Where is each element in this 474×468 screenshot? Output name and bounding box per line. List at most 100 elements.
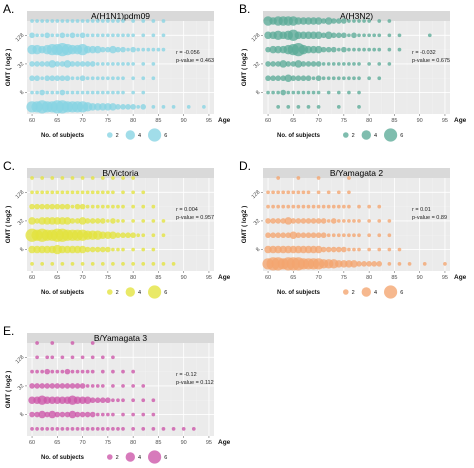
data-point [50, 369, 55, 374]
data-point [314, 31, 323, 40]
data-point [347, 90, 351, 95]
data-point [106, 204, 110, 209]
data-point [336, 219, 341, 223]
data-point [357, 204, 361, 209]
data-point [95, 204, 100, 209]
data-point [347, 19, 351, 23]
data-point [80, 176, 85, 180]
data-point [141, 398, 146, 403]
data-point [305, 61, 312, 67]
data-point [316, 90, 321, 95]
data-point [362, 47, 366, 52]
data-point [30, 176, 34, 180]
data-point [265, 61, 271, 67]
data-point [75, 19, 80, 23]
legend-label: 2 [116, 133, 119, 139]
data-point [310, 61, 317, 67]
data-point [300, 232, 307, 239]
data-point [116, 426, 120, 431]
y-tick-label: 32 [17, 383, 26, 392]
data-point [295, 75, 302, 82]
data-point [90, 384, 95, 388]
data-point [321, 76, 326, 81]
y-axis-label: GMT ( log2 ) [5, 371, 12, 409]
data-point [64, 383, 71, 389]
data-point [130, 46, 136, 53]
data-point [202, 104, 206, 109]
x-tick-label: 80 [130, 118, 136, 124]
data-point [286, 204, 291, 209]
x-tick-label: 60 [29, 275, 35, 281]
data-point [296, 176, 301, 180]
y-axis-label: GMT ( log2 ) [5, 49, 12, 87]
data-point [111, 384, 115, 388]
data-point [40, 19, 45, 23]
correlation-r: r = -0.032 [412, 50, 436, 56]
data-point [347, 47, 351, 52]
data-point [387, 33, 392, 38]
data-point [336, 246, 342, 253]
data-point [151, 398, 156, 403]
data-point [141, 233, 146, 238]
data-point [326, 233, 331, 238]
data-point [94, 246, 101, 253]
data-point [85, 369, 90, 374]
data-point [275, 218, 281, 224]
data-point [191, 426, 196, 431]
correlation-r: r = -0.12 [176, 372, 197, 378]
data-point [271, 190, 275, 195]
data-point [89, 61, 96, 67]
data-point [279, 60, 287, 68]
data-point [281, 204, 286, 209]
data-point [30, 426, 34, 431]
data-point [141, 219, 146, 223]
data-point [54, 75, 61, 82]
data-point [100, 355, 105, 360]
data-point [84, 246, 91, 253]
data-point [315, 61, 322, 67]
data-point [60, 190, 65, 195]
data-point [83, 396, 92, 404]
data-point [40, 176, 45, 180]
data-point [111, 19, 115, 23]
legend-label: 6 [164, 290, 167, 296]
data-point [141, 384, 146, 388]
data-point [95, 33, 100, 38]
legend-key [148, 128, 162, 142]
data-point [161, 219, 166, 223]
data-point [50, 19, 55, 23]
data-point [372, 47, 377, 52]
data-point [89, 411, 96, 418]
p-value: p-value = 0.89 [412, 215, 447, 221]
data-point [131, 369, 135, 374]
data-point [75, 190, 80, 195]
data-point [310, 218, 317, 224]
data-point [352, 19, 356, 23]
data-point [161, 33, 166, 38]
panel-title: A(H1N1)pdm09 [91, 11, 150, 21]
x-tick-label: 85 [155, 275, 161, 281]
data-point [105, 46, 111, 53]
data-point [161, 261, 166, 266]
data-point [95, 19, 100, 23]
data-point [342, 62, 346, 66]
data-point [45, 19, 50, 23]
data-point [116, 247, 120, 252]
panel-title: B/Victoria [102, 168, 138, 178]
data-point [60, 426, 65, 431]
data-point [55, 33, 60, 38]
data-point [120, 232, 126, 239]
y-tick-label: 8 [19, 412, 25, 418]
data-point [94, 218, 101, 224]
data-point [295, 218, 302, 224]
data-point [111, 261, 115, 266]
p-value: p-value = 0.463 [176, 58, 214, 64]
data-point [59, 75, 66, 82]
data-point [35, 426, 39, 431]
legend-key [125, 130, 135, 140]
data-point [44, 32, 51, 39]
data-point [397, 247, 402, 252]
x-tick-label: 75 [105, 440, 111, 446]
data-point [131, 33, 135, 38]
